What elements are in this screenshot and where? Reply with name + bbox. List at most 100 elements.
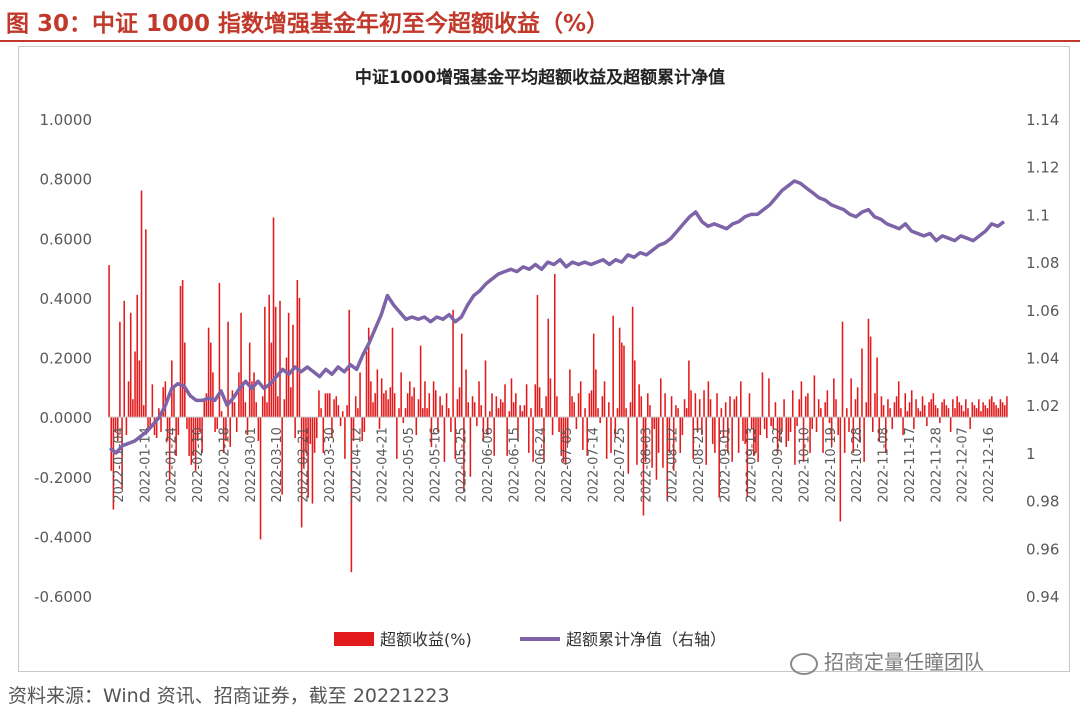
bar xyxy=(142,405,145,418)
left-tick-label: 0.0000 xyxy=(40,409,93,427)
left-tick-label: 0.8000 xyxy=(40,171,93,189)
bar xyxy=(675,405,677,418)
bar xyxy=(467,402,469,418)
right-tick-label: 1.02 xyxy=(1026,397,1059,415)
bar xyxy=(560,417,563,456)
bar xyxy=(370,381,372,418)
bar xyxy=(610,417,612,453)
bar xyxy=(121,417,123,489)
bar xyxy=(854,399,857,418)
x-tick-label: 2022-12-07 xyxy=(956,427,971,503)
bar xyxy=(625,408,627,418)
bar xyxy=(316,417,318,438)
bar xyxy=(380,378,383,418)
bar xyxy=(147,417,149,433)
bar xyxy=(701,417,703,436)
left-axis: 1.0000 0.8000 0.6000 0.4000 0.2000 0.0000 -0.2… xyxy=(34,111,92,606)
bar xyxy=(902,417,904,436)
bar xyxy=(882,405,885,418)
bar xyxy=(969,417,971,430)
right-tick-label: 1.04 xyxy=(1026,350,1059,368)
bar xyxy=(720,408,723,418)
bar xyxy=(227,321,229,418)
bar xyxy=(709,399,712,418)
bar xyxy=(1006,396,1008,418)
bar xyxy=(679,417,682,453)
bar xyxy=(281,417,283,495)
bar xyxy=(897,381,900,418)
bar xyxy=(119,321,121,418)
bar xyxy=(209,342,212,418)
bar xyxy=(201,417,203,453)
x-tick-label: 2022-04-12 xyxy=(349,427,364,503)
bar xyxy=(348,309,351,418)
bar xyxy=(932,393,935,418)
bar xyxy=(681,417,684,436)
bar xyxy=(158,408,160,418)
bar xyxy=(597,408,599,418)
watermark: 招商定量任瞳团队 xyxy=(790,646,984,675)
bar xyxy=(512,402,515,418)
bar xyxy=(753,417,755,456)
bar xyxy=(696,417,699,433)
bar xyxy=(900,408,902,418)
bar xyxy=(177,417,180,436)
bar xyxy=(794,417,796,465)
bar xyxy=(657,417,660,453)
bar xyxy=(335,396,338,418)
bar xyxy=(562,417,565,462)
bar xyxy=(714,417,716,453)
x-tick-label: 2022-08-23 xyxy=(692,427,707,503)
bar xyxy=(244,402,247,418)
bar xyxy=(768,378,770,418)
bar xyxy=(949,417,952,433)
bar xyxy=(212,372,214,418)
source-note: 资料来源：Wind 资讯、招商证券，截至 20221223 xyxy=(8,685,450,707)
right-tick-label: 1.08 xyxy=(1026,254,1059,272)
bar xyxy=(517,417,519,441)
bar xyxy=(766,417,768,438)
bar xyxy=(387,399,389,418)
bar xyxy=(781,417,783,433)
bar xyxy=(906,411,909,418)
bar xyxy=(848,417,850,433)
figure-title: 图 30：中证 1000 指数增强基金年初至今超额收益（%） xyxy=(6,11,610,37)
bar xyxy=(755,417,757,453)
bar xyxy=(616,408,619,418)
bar xyxy=(991,396,993,418)
x-tick-label: 2022-06-15 xyxy=(508,427,523,503)
bar xyxy=(698,399,701,418)
bar xyxy=(296,279,299,418)
x-tick-label: 2022-03-30 xyxy=(323,427,338,503)
bar xyxy=(813,375,816,418)
bar xyxy=(787,417,790,441)
bar xyxy=(279,300,281,418)
bar xyxy=(634,360,636,418)
bar xyxy=(908,402,911,418)
bar xyxy=(123,300,126,418)
bar xyxy=(913,417,915,430)
bar xyxy=(763,417,766,430)
bar xyxy=(579,381,582,418)
bar xyxy=(952,399,954,418)
bar xyxy=(214,417,216,433)
x-tick-label: 2022-01-14 xyxy=(138,427,153,503)
bar xyxy=(486,417,489,436)
bar xyxy=(246,417,249,436)
bar xyxy=(290,387,292,418)
left-tick-label: 0.4000 xyxy=(40,290,93,308)
bar xyxy=(921,396,924,418)
x-tick-label: 2022-10-19 xyxy=(824,427,839,503)
left-tick-label: -0.4000 xyxy=(34,528,92,546)
bar xyxy=(809,417,811,453)
bar xyxy=(850,378,852,418)
nav-line-series xyxy=(108,179,1006,455)
bar xyxy=(179,285,182,418)
bar xyxy=(129,312,132,418)
bar xyxy=(956,396,958,418)
bar xyxy=(541,408,543,418)
bar xyxy=(264,306,266,418)
bar-series xyxy=(108,190,1008,573)
bar xyxy=(320,408,322,418)
bar xyxy=(307,417,309,498)
